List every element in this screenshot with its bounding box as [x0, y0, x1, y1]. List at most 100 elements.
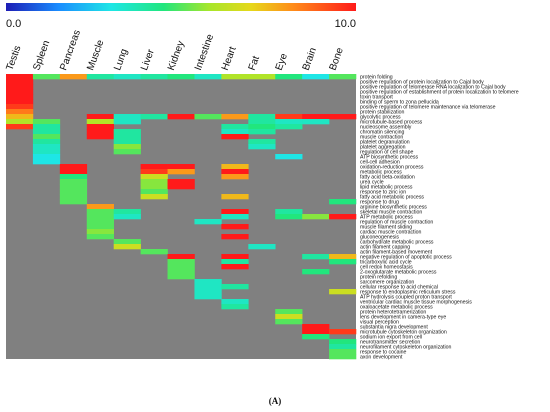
heatmap-cell [113, 214, 141, 220]
heatmap-cell [32, 144, 61, 150]
heatmap-cell [194, 289, 222, 295]
row-label: protein refolding [360, 274, 397, 280]
heatmap-cell [221, 74, 249, 80]
heatmap-cell [248, 144, 276, 150]
heatmap-cell [32, 129, 61, 135]
row-label: neurofilament cytoskeleton organization [360, 344, 452, 350]
heatmap-cell [167, 264, 195, 270]
heatmap-cell [275, 214, 303, 220]
heatmap-cell [32, 74, 61, 80]
colorbar-min-label: 0.0 [6, 18, 21, 30]
row-label: fatty acid beta-oxidation [360, 174, 415, 180]
heatmap-cell [329, 354, 357, 360]
heatmap-cell [221, 234, 249, 240]
colorbar-max-label: 10.0 [335, 18, 356, 30]
row-label: response to cocaine [360, 349, 407, 355]
column-label: Spleen [31, 39, 52, 72]
heatmap-cell [275, 309, 303, 315]
row-label: visual perception [360, 319, 399, 325]
heatmap-cell [6, 89, 34, 95]
column-label: Bone [328, 46, 346, 72]
heatmap-cell [167, 274, 195, 280]
heatmap-cell [302, 119, 330, 125]
heatmap-cell [6, 94, 34, 100]
heatmap-cell [86, 214, 114, 220]
heatmap-cell [221, 114, 249, 120]
row-label: positive regulation of telomerase RNA lo… [360, 84, 506, 90]
heatmap-cell [113, 114, 141, 120]
row-label: ventricular cardiac muscle tissue morpho… [360, 299, 472, 305]
heatmap-cell [86, 124, 114, 130]
heatmap-cell [221, 209, 249, 215]
heatmap-cell [86, 224, 114, 230]
heatmap-cell [329, 344, 357, 350]
row-label: sodium ion export from cell [360, 334, 422, 340]
heatmap-cell [329, 349, 357, 355]
heatmap-cell [167, 254, 195, 260]
heatmap-cell [248, 139, 276, 145]
heatmap-cell [6, 99, 34, 105]
heatmap-cell [329, 199, 357, 205]
heatmap-cell [59, 189, 88, 195]
row-label: axon development [360, 354, 403, 360]
heatmap-cell [221, 284, 249, 290]
row-label: gluconeogenesis [360, 234, 399, 240]
heatmap-cell [167, 184, 195, 190]
heatmap-cell [32, 154, 61, 160]
heatmap-cell [221, 169, 249, 175]
heatmap-cell [113, 139, 141, 145]
heatmap-cell [32, 149, 61, 155]
row-label: response to drug [360, 199, 399, 205]
column-label: Intestine [193, 32, 216, 72]
heatmap-cell [140, 249, 168, 255]
row-label: cell-cell adhesion [360, 159, 400, 165]
row-label: toxin transport [360, 94, 393, 100]
heatmap-cell [221, 194, 249, 200]
column-label: Eye [274, 52, 290, 72]
row-label: microtubule cytoskeleton organization [360, 329, 447, 335]
row-label: ATP biosynthetic process [360, 154, 418, 160]
row-label: muscle filament sliding [360, 224, 412, 230]
row-label: negative regulation of apoptotic process [360, 254, 452, 260]
heatmap-cell [113, 119, 141, 125]
heatmap-cell [221, 264, 249, 270]
row-label: substantia nigra development [360, 324, 428, 330]
heatmap-cell [167, 179, 195, 185]
heatmap-cell [302, 214, 330, 220]
row-label: ATP hydrolysis coupled proton transport [360, 294, 452, 300]
heatmap-cell [302, 74, 330, 80]
heatmap-cell [59, 179, 88, 185]
heatmap-cell [302, 329, 330, 335]
heatmap-cell [59, 74, 88, 80]
heatmap-cell [329, 289, 357, 295]
heatmap-cell [275, 209, 303, 215]
row-label: sarcomere organization [360, 279, 414, 285]
heatmap-cell [113, 239, 141, 245]
heatmap-cell [59, 164, 88, 170]
heatmap-cell [86, 129, 114, 135]
heatmap-cell [275, 74, 303, 80]
row-label: response to zinc ion [360, 189, 406, 195]
heatmap-cell [275, 114, 303, 120]
heatmap-cell [113, 244, 141, 250]
heatmap-cell [302, 269, 330, 275]
heatmap-cell [329, 254, 357, 260]
heatmap-cell [113, 209, 141, 215]
row-label: oxidation-reduction process [360, 164, 424, 170]
heatmap-cell [248, 119, 276, 125]
heatmap-cell [194, 114, 222, 120]
heatmap-cell [275, 154, 303, 160]
heatmap-cell [140, 194, 168, 200]
heatmap-cell [113, 74, 141, 80]
heatmap-cell [248, 244, 276, 250]
row-label: positive regulation of establishment of … [360, 89, 519, 95]
heatmap-cell [32, 124, 61, 130]
heatmap-cell [302, 114, 330, 120]
row-label: nucleosome assembly [360, 124, 412, 130]
heatmap-cell [140, 164, 168, 170]
heatmap-cell [194, 74, 222, 80]
heatmap-cell [248, 129, 276, 135]
heatmap-cell [248, 124, 276, 130]
